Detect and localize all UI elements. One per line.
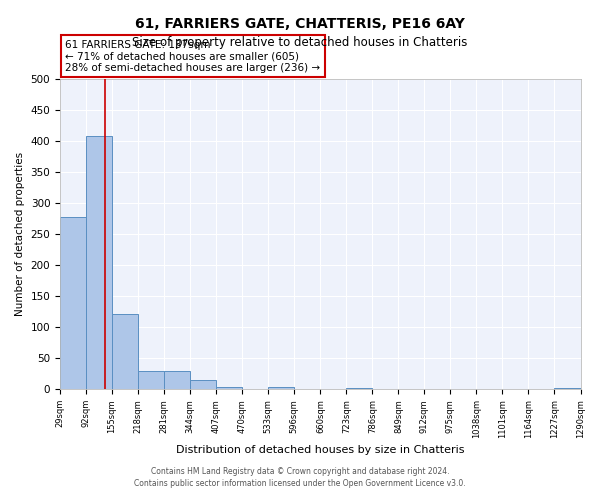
Text: 61 FARRIERS GATE: 137sqm
← 71% of detached houses are smaller (605)
28% of semi-: 61 FARRIERS GATE: 137sqm ← 71% of detach… (65, 40, 320, 73)
Bar (216, 386, 242, 389)
Bar (164, 370, 190, 389)
Bar (554, 388, 581, 389)
Bar (138, 370, 164, 389)
Bar (346, 388, 373, 389)
Bar (60, 218, 86, 389)
Text: Size of property relative to detached houses in Chatteris: Size of property relative to detached ho… (133, 36, 467, 49)
Bar (268, 388, 294, 389)
Text: Contains HM Land Registry data © Crown copyright and database right 2024.
Contai: Contains HM Land Registry data © Crown c… (134, 466, 466, 487)
X-axis label: Distribution of detached houses by size in Chatteris: Distribution of detached houses by size … (176, 445, 464, 455)
Bar (86, 136, 112, 389)
Bar (112, 314, 138, 389)
Text: 61, FARRIERS GATE, CHATTERIS, PE16 6AY: 61, FARRIERS GATE, CHATTERIS, PE16 6AY (135, 18, 465, 32)
Bar (190, 380, 216, 389)
Y-axis label: Number of detached properties: Number of detached properties (15, 152, 25, 316)
